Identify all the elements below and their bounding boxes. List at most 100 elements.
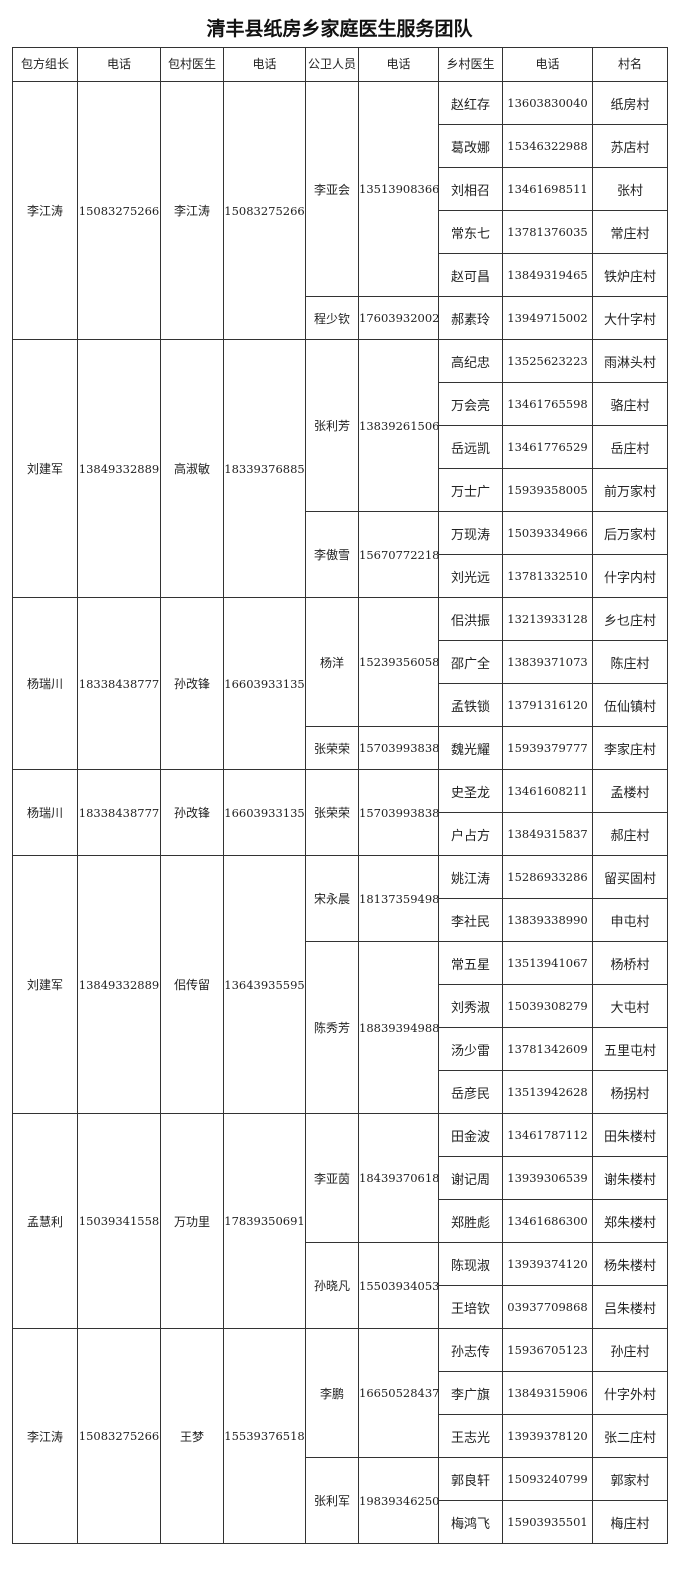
village-doctor-lead: 孙改锋 (160, 597, 224, 770)
rural-doctor: 魏光耀 (438, 726, 503, 770)
leader: 杨瑞川 (12, 597, 78, 770)
village: 孟楼村 (592, 769, 668, 813)
rural-doctor: 岳彦民 (438, 1070, 503, 1114)
village: 大屯村 (592, 984, 668, 1028)
rural-doctor: 万会亮 (438, 382, 503, 426)
worker-phone: 13839261506 (358, 339, 439, 512)
rural-doctor: 史圣龙 (438, 769, 503, 813)
rural-doctor-phone: 13513942628 (502, 1070, 593, 1114)
village: 陈庄村 (592, 640, 668, 684)
village: 张二庄村 (592, 1414, 668, 1458)
rural-doctor: 陈现淑 (438, 1242, 503, 1286)
rural-doctor: 岳远凯 (438, 425, 503, 469)
doctor-phone: 16603933135 (223, 769, 306, 856)
column-header: 包村医生 (160, 47, 224, 82)
leader-phone: 15083275266 (77, 1328, 161, 1544)
rural-doctor: 郭良轩 (438, 1457, 503, 1501)
table-row: 杨瑞川 18338438777 孙改锋 16603933135 张荣荣 157039938… (12, 769, 668, 856)
village: 留买固村 (592, 855, 668, 899)
rural-doctor-phone: 13939374120 (502, 1242, 593, 1286)
table-row: 万会亮 13461765598 骆庄村 (13, 382, 668, 426)
village: 郭家村 (592, 1457, 668, 1501)
table-row: 陈秀芳 18839394988 常五星 13513941067 杨桥村 (13, 941, 668, 1114)
rural-doctor: 高纪忠 (438, 339, 503, 383)
rural-doctor: 常五星 (438, 941, 503, 985)
rural-doctor-phone: 03937709868 (502, 1285, 593, 1329)
village: 郝庄村 (592, 812, 668, 856)
village: 吕朱楼村 (592, 1285, 668, 1329)
village: 雨淋头村 (592, 339, 668, 383)
table-row: 万士广 15939358005 前万家村 (13, 468, 668, 512)
village-doctor-lead: 万功里 (160, 1113, 224, 1329)
village: 岳庄村 (592, 425, 668, 469)
health-worker: 李亚会 (305, 81, 359, 297)
health-worker: 程少钦 (305, 296, 359, 340)
table-row: 岳远凯 13461776529 岳庄村 (13, 425, 668, 469)
worker-phone: 15703993838 (358, 769, 439, 856)
leader: 孟慧利 (12, 1113, 78, 1329)
rural-doctor: 赵可昌 (438, 253, 503, 297)
health-worker: 李鹏 (305, 1328, 359, 1458)
village: 郑朱楼村 (592, 1199, 668, 1243)
village: 骆庄村 (592, 382, 668, 426)
rural-doctor-phone: 13781332510 (502, 554, 593, 598)
rural-doctor: 梅鸿飞 (438, 1500, 503, 1544)
village: 什字外村 (592, 1371, 668, 1415)
table-row: 孙晓凡 15503934053 陈现淑 13939374120 杨朱楼村 (13, 1242, 668, 1329)
rural-doctor-phone: 15346322988 (502, 124, 593, 168)
village: 张村 (592, 167, 668, 211)
rural-doctor-phone: 13849319465 (502, 253, 593, 297)
rural-doctor-phone: 13461765598 (502, 382, 593, 426)
rural-doctor-phone: 13939306539 (502, 1156, 593, 1200)
rural-doctor: 佀洪振 (438, 597, 503, 641)
column-header: 电话 (502, 47, 593, 82)
rural-doctor: 刘秀淑 (438, 984, 503, 1028)
village: 谢朱楼村 (592, 1156, 668, 1200)
village: 常庄村 (592, 210, 668, 254)
worker-phone: 18439370618 (358, 1113, 439, 1243)
worker-phone: 15670772218 (358, 511, 439, 598)
rural-doctor: 户占方 (438, 812, 503, 856)
worker-phone: 15503934053 (358, 1242, 439, 1329)
leader-phone: 18338438777 (77, 769, 161, 856)
leader-phone: 15083275266 (77, 81, 161, 340)
rural-doctor-phone: 13781342609 (502, 1027, 593, 1071)
village-doctor-lead: 王梦 (160, 1328, 224, 1544)
leader: 刘建军 (12, 855, 78, 1114)
rural-doctor: 赵红存 (438, 81, 503, 125)
village: 申屯村 (592, 898, 668, 942)
column-header: 电话 (358, 47, 439, 82)
rural-doctor: 刘光远 (438, 554, 503, 598)
table-row: 郑胜彪 13461686300 郑朱楼村 (13, 1199, 668, 1243)
table-row: 常东七 13781376035 常庄村 (13, 210, 668, 254)
village: 田朱楼村 (592, 1113, 668, 1157)
health-worker: 张荣荣 (305, 769, 359, 856)
doctor-phone: 18339376885 (223, 339, 306, 598)
rural-doctor: 万现涛 (438, 511, 503, 555)
village: 五里屯村 (592, 1027, 668, 1071)
health-worker: 张荣荣 (305, 726, 359, 770)
doctor-phone: 13643935595 (223, 855, 306, 1114)
doctor-phone: 15083275266 (223, 81, 306, 340)
table-row: 李傲雪 15670772218 万现涛 15039334966 后万家村 (13, 511, 668, 598)
village: 孙庄村 (592, 1328, 668, 1372)
table-row: 刘秀淑 15039308279 大屯村 (13, 984, 668, 1028)
rural-doctor: 万士广 (438, 468, 503, 512)
rural-doctor-phone: 13949715002 (502, 296, 593, 340)
rural-doctor: 葛改娜 (438, 124, 503, 168)
leader: 杨瑞川 (12, 769, 78, 856)
rural-doctor: 田金波 (438, 1113, 503, 1157)
rural-doctor-phone: 13939378120 (502, 1414, 593, 1458)
village: 杨朱楼村 (592, 1242, 668, 1286)
rural-doctor-phone: 13839371073 (502, 640, 593, 684)
worker-phone: 13513908366 (358, 81, 439, 297)
rural-doctor-phone: 13603830040 (502, 81, 593, 125)
column-header: 电话 (223, 47, 306, 82)
village: 伍仙镇村 (592, 683, 668, 727)
worker-phone: 15703993838 (358, 726, 439, 770)
rural-doctor-phone: 15903935501 (502, 1500, 593, 1544)
rural-doctor-phone: 15286933286 (502, 855, 593, 899)
table-row: 刘相召 13461698511 张村 (13, 167, 668, 211)
village: 乡乜庄村 (592, 597, 668, 641)
rural-doctor: 孙志传 (438, 1328, 503, 1372)
